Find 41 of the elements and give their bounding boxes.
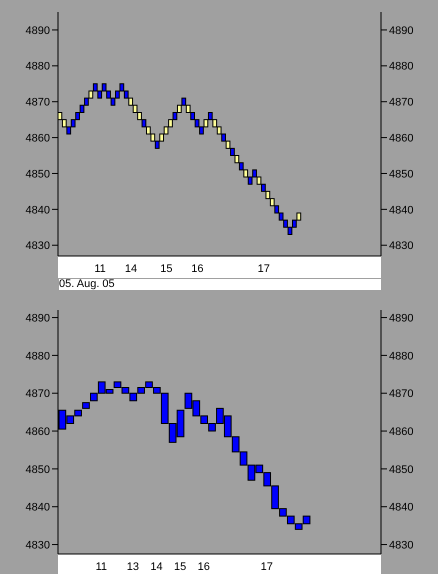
y-tick-label: 4870 <box>26 96 50 109</box>
x-tick-label: 16 <box>198 560 210 573</box>
y2-tick-label: 4860 <box>389 426 414 438</box>
y-tick-label: 4880 <box>26 60 50 73</box>
text: 05. Aug. 05 <box>59 278 381 290</box>
x-tick-label: 11 <box>94 262 106 275</box>
y2-tick-label: 4890 <box>389 312 414 324</box>
x-tick-label: 14 <box>150 560 163 573</box>
x-tick-label: 15 <box>174 560 186 573</box>
y-tick-label: 4880 <box>26 350 50 362</box>
y2-tick-label: 4850 <box>389 168 414 180</box>
y2-tick-label: 4880 <box>389 350 414 362</box>
y2-tick-label: 4830 <box>389 539 414 552</box>
y-tick-label: 4850 <box>26 168 50 180</box>
x-tick-label: 17 <box>258 262 270 275</box>
y-tick-label: 4890 <box>26 24 50 37</box>
y2-tick-label: 4860 <box>389 132 414 144</box>
y2-tick-label: 4840 <box>389 204 414 216</box>
y2-tick-label: 4840 <box>389 502 414 514</box>
y-tick-label: 4840 <box>26 502 50 514</box>
y2-tick-label: 4870 <box>389 388 414 400</box>
x-tick-label: 14 <box>124 262 138 275</box>
y-tick-label: 4830 <box>26 539 50 552</box>
y2-tick-label: 4890 <box>389 24 414 37</box>
y-tick-label: 4840 <box>26 204 50 216</box>
bar <box>82 402 90 409</box>
x-tick-label: 15 <box>160 262 173 275</box>
y-tick-label: 4860 <box>26 132 50 144</box>
y2-tick-label: 4870 <box>389 96 414 109</box>
y-tick-label: 4830 <box>26 240 50 252</box>
x-tick-label: 16 <box>191 262 204 275</box>
y2-tick-label: 4830 <box>389 240 414 252</box>
x-tick-label: 17 <box>260 560 273 573</box>
y-tick-label: 4850 <box>26 464 50 476</box>
y2-tick-label: 4880 <box>389 60 414 73</box>
y-tick-label: 4860 <box>26 426 50 438</box>
y2-tick-label: 4850 <box>389 464 414 476</box>
y-tick-label: 4870 <box>26 388 50 400</box>
x-tick-label: 11 <box>96 560 108 573</box>
y-tick-label: 4890 <box>26 312 50 324</box>
x-tick-label: 13 <box>126 560 139 573</box>
